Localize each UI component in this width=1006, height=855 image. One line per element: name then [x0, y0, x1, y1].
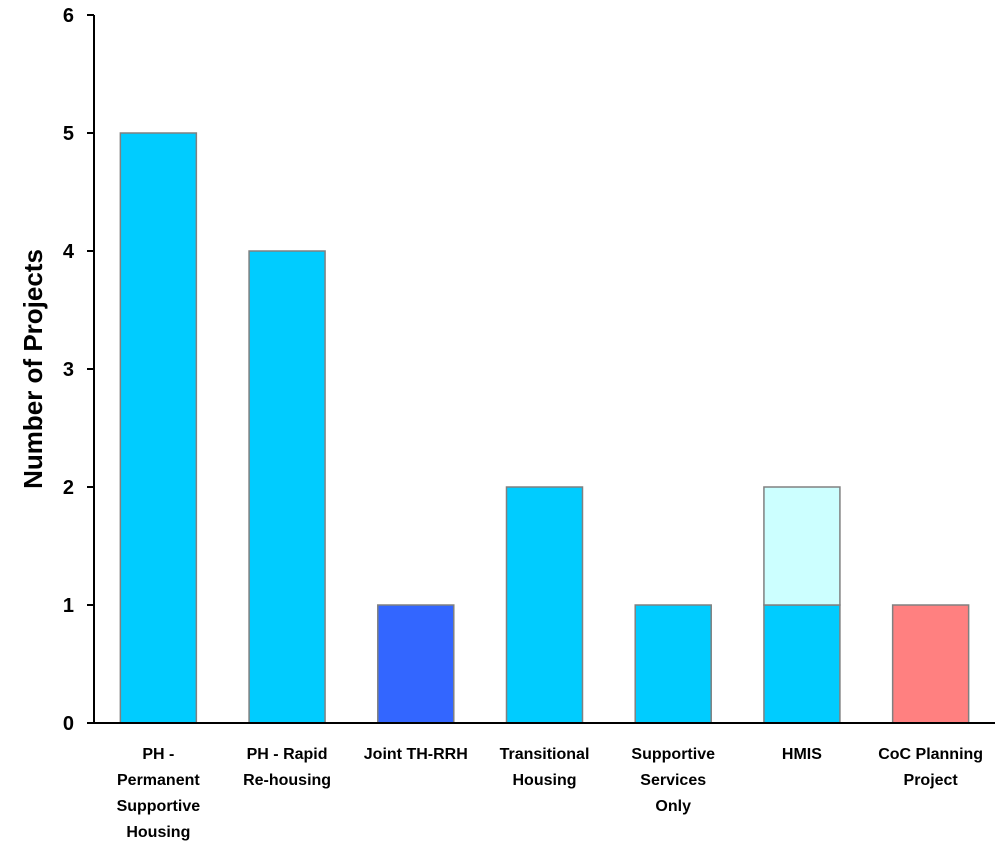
bar-segment — [505, 486, 584, 724]
y-tick-label: 4 — [63, 241, 75, 263]
bar-segment — [891, 604, 970, 724]
y-tick-label: 2 — [63, 477, 74, 499]
x-category-label: Supportive Services Only — [631, 746, 715, 815]
y-tick-label: 6 — [63, 5, 74, 27]
x-category-label: Transitional Housing — [500, 746, 590, 789]
x-category-label: PH -Permanent Supportive Housing — [117, 746, 201, 841]
bar-segment — [377, 604, 455, 724]
bar-segment — [763, 604, 841, 724]
y-axis-title: Number of Projects — [18, 249, 48, 489]
y-tick-label: 0 — [63, 713, 74, 735]
bar-segment — [763, 486, 841, 606]
y-tick-label: 5 — [63, 123, 74, 145]
bars-group — [119, 132, 970, 724]
x-category-label: HMIS — [782, 746, 822, 763]
bar-segment — [634, 604, 712, 724]
bar-segment — [119, 132, 198, 724]
x-labels-group: PH -Permanent Supportive Housing PH - Rapid… — [117, 746, 984, 841]
y-tick-label: 3 — [63, 359, 74, 381]
y-tick-label: 1 — [63, 595, 74, 617]
x-category-label: Joint TH-RRH — [364, 746, 468, 763]
bar-segment — [248, 250, 326, 724]
y-ticks-group: 0 1 2 3 4 5 6 — [63, 5, 94, 735]
x-category-label: CoC Planning Project — [878, 746, 983, 789]
x-category-label: PH - Rapid Re-housing — [243, 746, 331, 789]
